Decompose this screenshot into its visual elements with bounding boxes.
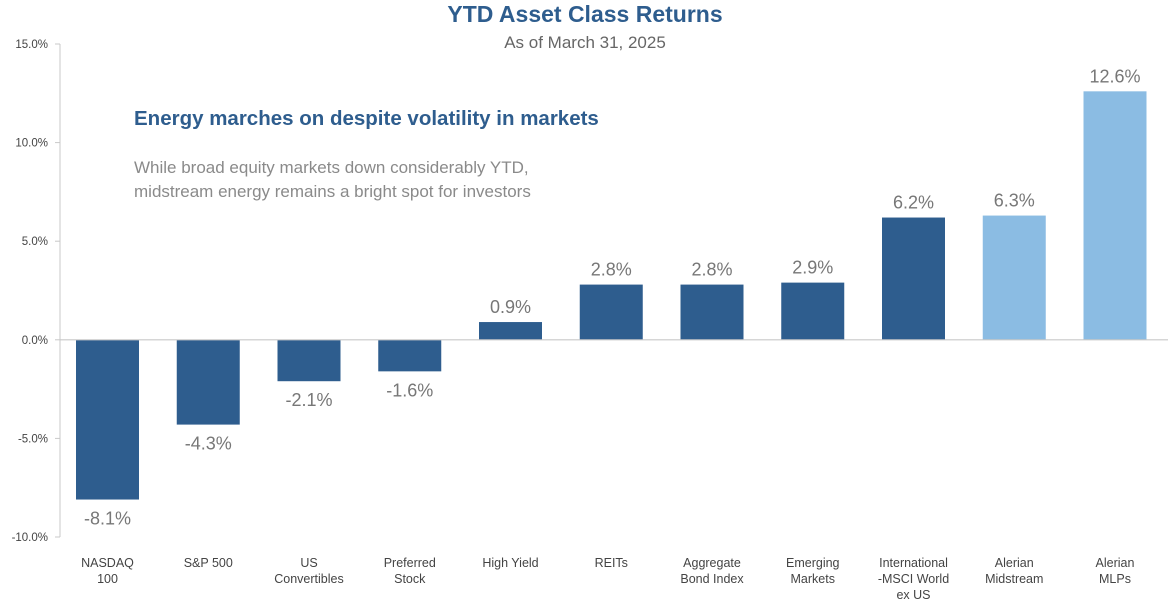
y-tick-label: 15.0% — [15, 39, 48, 51]
category-label: Preferred Stock — [384, 556, 436, 586]
category-label-line: S&P 500 — [184, 556, 233, 570]
y-tick-label: 0.0% — [22, 335, 48, 347]
bar — [781, 282, 845, 340]
category-label: International -MSCI World ex US — [878, 556, 949, 602]
category-labels: NASDAQ 100 S&P 500 US Convertibles Preferred S… — [81, 556, 1134, 602]
bar — [378, 339, 442, 372]
bar-value-label: 2.8% — [591, 260, 632, 280]
category-label-line: 100 — [97, 572, 118, 586]
y-tick-label: 10.0% — [15, 138, 48, 150]
bar-value-label: 6.3% — [994, 191, 1035, 211]
category-label-line: Midstream — [985, 572, 1043, 586]
category-label-line: -MSCI World — [878, 572, 949, 586]
annotation-headline: Energy marches on despite volatility in … — [134, 107, 599, 130]
category-label-line: Aggregate — [683, 556, 741, 570]
category-label: US Convertibles — [274, 556, 343, 586]
y-axis: 15.0% 10.0% 5.0% 0.0% -5.0% -10.0% — [12, 39, 61, 544]
bar-value-label: 0.9% — [490, 297, 531, 317]
y-tick-label: 5.0% — [22, 236, 48, 248]
category-label-line: MLPs — [1099, 572, 1131, 586]
category-label-line: ex US — [896, 588, 930, 602]
y-tick-label: -5.0% — [18, 433, 48, 445]
bar — [76, 339, 139, 500]
chart-title: YTD Asset Class Returns — [447, 1, 722, 27]
data-labels: -8.1% -4.3% -2.1% -1.6% 0.9% 2.8% 2.8% 2.9% 6.2%… — [84, 66, 1141, 528]
category-label-line: Preferred — [384, 556, 436, 570]
category-label-line: International — [879, 556, 948, 570]
bar-value-label: 2.9% — [792, 258, 833, 278]
category-label-line: US — [300, 556, 317, 570]
category-label: S&P 500 — [184, 556, 233, 570]
category-label-line: High Yield — [482, 556, 538, 570]
category-label-line: Convertibles — [274, 572, 343, 586]
annotation-line-1: While broad equity markets down consider… — [134, 158, 529, 177]
annotation-line-2: midstream energy remains a bright spot f… — [134, 182, 531, 201]
bar — [176, 339, 240, 425]
bar — [277, 339, 341, 382]
bar — [479, 322, 542, 340]
category-label: NASDAQ 100 — [81, 556, 134, 586]
category-label: High Yield — [482, 556, 538, 570]
bar — [579, 284, 643, 340]
category-label-line: REITs — [595, 556, 628, 570]
category-label-line: NASDAQ — [81, 556, 134, 570]
bar-series — [76, 91, 1147, 500]
annotation-block: Energy marches on despite volatility in … — [134, 107, 599, 201]
category-label: Emerging Markets — [786, 556, 840, 586]
category-label-line: Alerian — [1096, 556, 1135, 570]
category-label: REITs — [595, 556, 628, 570]
bar — [1083, 91, 1147, 340]
y-tick-label: -10.0% — [12, 532, 48, 544]
category-label: Alerian Midstream — [985, 556, 1043, 586]
category-label-line: Emerging — [786, 556, 840, 570]
bar-value-label: 12.6% — [1089, 66, 1140, 86]
bar-value-label: -8.1% — [84, 509, 131, 529]
category-label-line: Markets — [791, 572, 835, 586]
category-label-line: Stock — [394, 572, 426, 586]
bar-value-label: 6.2% — [893, 193, 934, 213]
bar — [680, 284, 744, 340]
bar-value-label: -2.1% — [285, 390, 332, 410]
bar-value-label: -1.6% — [386, 380, 433, 400]
category-label: Alerian MLPs — [1096, 556, 1135, 586]
bar-value-label: -4.3% — [185, 434, 232, 454]
category-label-line: Bond Index — [680, 572, 744, 586]
bar — [982, 215, 1046, 340]
chart-subtitle: As of March 31, 2025 — [504, 33, 666, 52]
bar-value-label: 2.8% — [691, 260, 732, 280]
bar — [882, 217, 945, 340]
category-label: Aggregate Bond Index — [680, 556, 744, 586]
category-label-line: Alerian — [995, 556, 1034, 570]
